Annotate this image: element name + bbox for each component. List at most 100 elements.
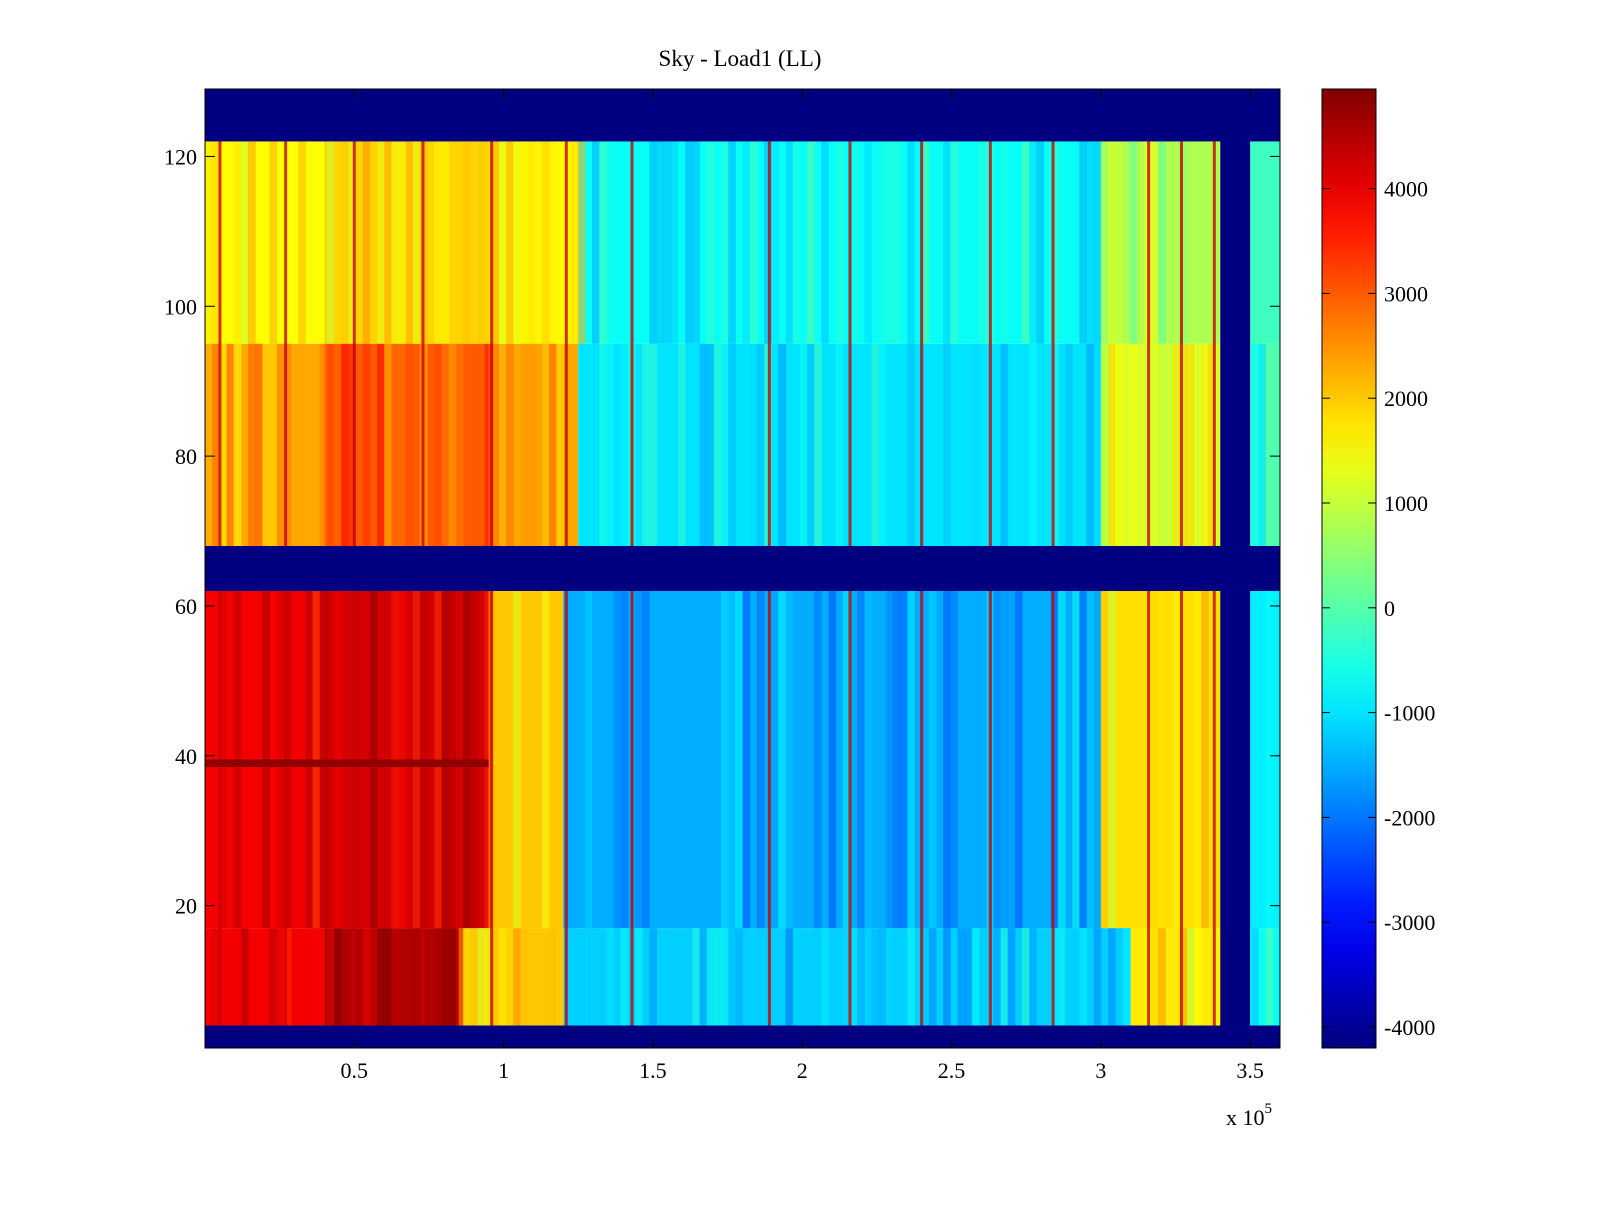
heatmap-cell <box>713 343 722 547</box>
heatmap-cell <box>835 343 844 547</box>
heatmap-cell <box>771 590 779 929</box>
hot-column <box>1212 590 1216 1026</box>
heatmap-cell <box>592 590 600 929</box>
heatmap-cell <box>663 141 672 344</box>
x-tick-label: 1.5 <box>639 1058 667 1083</box>
heatmap-cell <box>1172 590 1181 929</box>
heatmap-cell <box>971 928 980 1026</box>
y-tick-label: 120 <box>164 144 197 169</box>
heatmap-cell <box>1057 928 1066 1026</box>
heatmap-cell <box>377 141 385 344</box>
heatmap-cell <box>807 141 815 344</box>
heatmap-cell <box>441 141 450 344</box>
heatmap-cell <box>1093 928 1102 1026</box>
heatmap-cell <box>477 141 485 344</box>
heatmap-cell <box>1108 590 1116 929</box>
hot-column <box>988 590 992 1026</box>
heatmap-cell <box>334 343 342 547</box>
hot-column <box>920 141 924 547</box>
colorbar-tick-label: -2000 <box>1384 805 1435 830</box>
heatmap-cell <box>814 343 822 547</box>
heatmap-cell <box>1029 343 1037 547</box>
y-tick-label: 40 <box>175 744 197 769</box>
heatmap-cell <box>728 343 736 547</box>
heatmap-cell <box>1165 343 1173 547</box>
heatmap-cell <box>520 928 528 1026</box>
y-tick-label: 80 <box>175 444 197 469</box>
colorbar <box>1321 88 1377 1049</box>
heatmap-cell <box>878 343 887 547</box>
hot-column <box>284 141 288 547</box>
heatmap-cell <box>434 141 442 344</box>
hot-column <box>1147 590 1151 1026</box>
hot-column <box>767 141 771 547</box>
heatmap-cell <box>1000 590 1009 929</box>
heatmap-image <box>205 89 1281 1048</box>
heatmap-cell <box>506 343 514 547</box>
heatmap-cell <box>233 141 242 344</box>
hot-column <box>920 590 924 1026</box>
heatmap-cell <box>1108 343 1116 547</box>
heatmap-cell <box>756 590 765 929</box>
heatmap-cell <box>1194 590 1202 929</box>
heatmap-cell <box>921 928 930 1026</box>
heatmap-cell <box>807 343 815 547</box>
heatmap-cell <box>584 928 593 1026</box>
heatmap-cell <box>678 343 686 547</box>
x-axis-multiplier-exponent: 5 <box>1265 1101 1273 1117</box>
heatmap-cell <box>570 141 579 344</box>
heatmap-cell <box>1065 928 1073 1026</box>
heatmap-cell <box>907 343 915 547</box>
heatmap-cell <box>1151 141 1159 344</box>
heatmap-cell <box>979 590 987 929</box>
masked-row-band <box>205 89 1280 142</box>
heatmap-cell <box>212 343 220 547</box>
heatmap-cell <box>842 590 851 929</box>
heatmap-cell <box>319 343 328 547</box>
heatmap-cell <box>1186 928 1195 1026</box>
heatmap-cell <box>341 141 349 344</box>
heatmap-cell <box>885 590 894 929</box>
heatmap-cell <box>1179 928 1188 1026</box>
heatmap-cell <box>312 928 321 1026</box>
heatmap-cell <box>269 343 278 547</box>
heatmap-cell <box>1158 343 1166 547</box>
heatmap-cell <box>434 928 442 1026</box>
hot-column <box>848 590 852 1026</box>
hot-column <box>490 590 494 1026</box>
heatmap-cell <box>606 141 614 344</box>
heatmap-cell <box>348 141 356 344</box>
heatmap-cell <box>1129 343 1138 547</box>
heatmap-cell <box>570 928 579 1026</box>
y-tick-label: 100 <box>164 294 197 319</box>
heatmap-cell <box>1086 343 1095 547</box>
heatmap-cell <box>362 928 371 1026</box>
x-tick-label: 0.5 <box>341 1058 369 1083</box>
heatmap-cell <box>269 928 278 1026</box>
heatmap-cell <box>1086 141 1095 344</box>
heatmap-cell <box>928 590 937 929</box>
hot-column <box>630 590 634 1026</box>
heatmap-cell <box>1000 928 1009 1026</box>
heatmap-cell <box>642 343 650 547</box>
x-tick-label: 3.5 <box>1236 1058 1264 1083</box>
heatmap-cell <box>893 590 901 929</box>
heatmap-cell <box>477 928 485 1026</box>
heatmap-cell <box>1265 343 1274 547</box>
heatmap-cell <box>455 343 464 547</box>
heatmap-cell <box>620 928 629 1026</box>
heatmap-cell <box>907 141 915 344</box>
heatmap-cell <box>248 343 256 547</box>
heatmap-cell <box>233 343 242 547</box>
heatmap-cell <box>842 928 851 1026</box>
masked-column-band <box>1220 89 1251 1048</box>
heatmap-cell <box>778 343 786 547</box>
heatmap-cell <box>463 141 471 344</box>
heatmap-cell <box>1194 928 1202 1026</box>
heatmap-cell <box>1100 343 1109 547</box>
heatmap-cell <box>785 928 794 1026</box>
heatmap-cell <box>957 928 966 1026</box>
heatmap-cell <box>649 928 657 1026</box>
heatmap-cell <box>907 928 915 1026</box>
heatmap-cell <box>649 343 657 547</box>
